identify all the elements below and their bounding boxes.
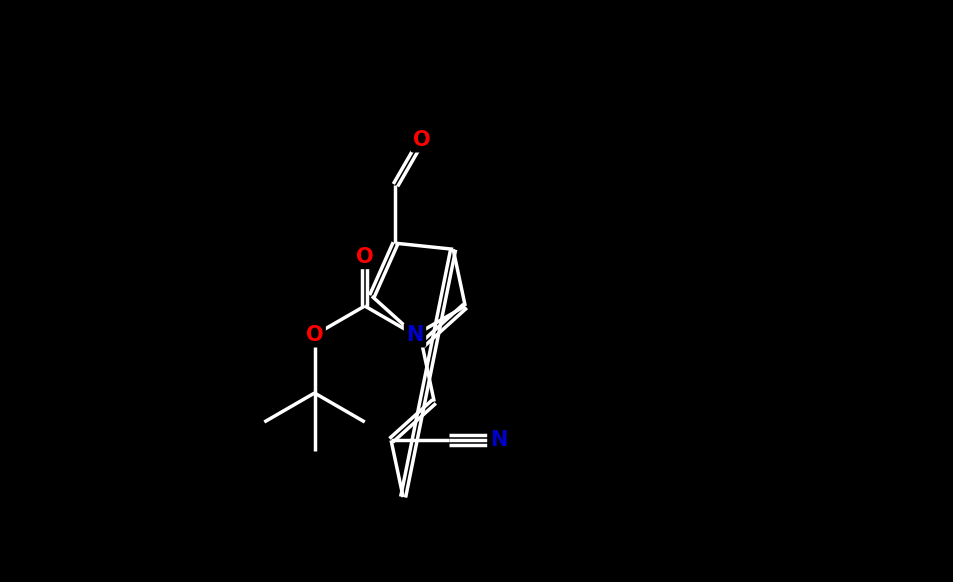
- Text: O: O: [413, 130, 430, 150]
- Text: O: O: [355, 247, 374, 267]
- Text: O: O: [305, 325, 323, 345]
- Text: N: N: [406, 325, 423, 345]
- Text: N: N: [489, 430, 507, 450]
